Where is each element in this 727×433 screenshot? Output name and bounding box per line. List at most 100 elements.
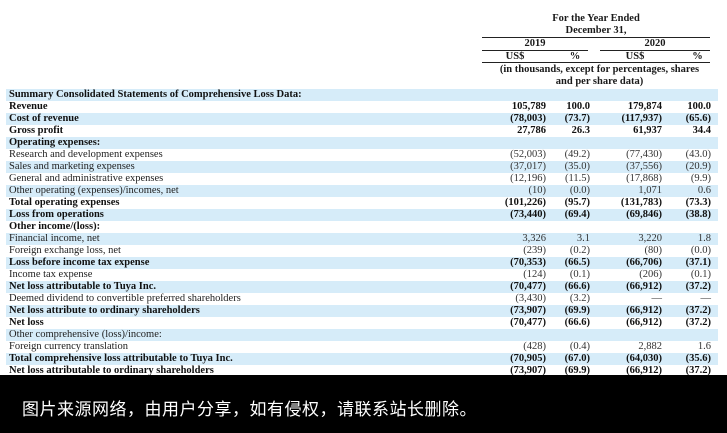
- value-2019-usd: (70,477): [510, 317, 546, 328]
- table-row: Net loss attributable to Tuya Inc. (70,47…: [0, 281, 727, 293]
- col-usd-2019-header: US$: [505, 51, 525, 62]
- value-2020-pct: 0.6: [697, 185, 711, 196]
- value-2020-usd: (80): [644, 245, 663, 256]
- row-band: [6, 125, 718, 137]
- value-2020-usd: 179,874: [627, 101, 662, 112]
- value-2020-usd: (131,783): [620, 197, 662, 208]
- value-2019-pct: (0.1): [569, 269, 590, 280]
- table-row: Other operating (expenses)/incomes, net (…: [0, 185, 727, 197]
- value-2019-usd: (52,003): [510, 149, 546, 160]
- statement-table: Summary Consolidated Statements of Compr…: [0, 89, 727, 375]
- value-2020-pct: 1.6: [697, 341, 711, 352]
- table-row: Loss from operations (73,440) (69.4) (69,84…: [0, 209, 727, 221]
- table-row: Sales and marketing expenses (37,017) (35.…: [0, 161, 727, 173]
- value-2019-pct: (0.4): [569, 341, 590, 352]
- row-band: [6, 185, 718, 197]
- row-label: Cost of revenue: [9, 113, 79, 124]
- row-label: Operating expenses:: [9, 137, 101, 148]
- table-row: Foreign exchange loss, net (239) (0.2) (80)…: [0, 245, 727, 257]
- row-band: [6, 101, 718, 113]
- value-2020-pct: 34.4: [692, 125, 711, 136]
- value-2019-usd: (73,440): [510, 209, 546, 220]
- value-2019-usd: (73,907): [510, 365, 546, 375]
- value-2019-pct: (3.2): [569, 293, 590, 304]
- value-2020-usd: —: [651, 293, 663, 304]
- value-2019-pct: (73.7): [564, 113, 590, 124]
- value-2019-usd: (70,905): [510, 353, 546, 364]
- table-row: Operating expenses:: [0, 137, 727, 149]
- row-band: [6, 161, 718, 173]
- row-label: Deemed dividend to convertible preferred…: [9, 293, 241, 304]
- value-2020-usd: (66,706): [626, 257, 662, 268]
- value-2020-pct: (73.3): [685, 197, 711, 208]
- value-2020-pct: (37.2): [685, 305, 711, 316]
- value-2019-pct: (66.5): [564, 257, 590, 268]
- watermark-text: 图片来源网络，由用户分享，如有侵权，请联系站长删除。: [22, 400, 477, 420]
- row-band: [6, 305, 718, 317]
- table-row: Net loss attribute to ordinary sharehold…: [0, 305, 727, 317]
- row-label: Net loss attributable to ordinary shareh…: [9, 365, 214, 375]
- row-label: Net loss attributable to Tuya Inc.: [9, 281, 157, 292]
- table-row: Gross profit 27,786 26.3 61,937 34.4: [0, 125, 727, 137]
- row-band: [6, 137, 718, 149]
- value-2020-pct: (37.2): [685, 365, 711, 375]
- value-2020-usd: (117,937): [621, 113, 662, 124]
- value-2020-usd: (37,556): [626, 161, 662, 172]
- value-2020-pct: (35.6): [685, 353, 711, 364]
- table-row: Cost of revenue (78,003) (73.7) (117,937) (6…: [0, 113, 727, 125]
- row-label: Revenue: [9, 101, 48, 112]
- row-label: Gross profit: [9, 125, 64, 136]
- row-band: [6, 221, 718, 233]
- value-2019-pct: (66.6): [564, 281, 590, 292]
- value-2020-pct: (0.0): [690, 245, 711, 256]
- table-row: Total operating expenses (101,226) (95.7) (…: [0, 197, 727, 209]
- row-label: Financial income, net: [9, 233, 100, 244]
- col-usd-2020-header: US$: [625, 51, 645, 62]
- period-header-line1: For the Year Ended: [552, 13, 640, 24]
- value-2020-pct: (0.1): [690, 269, 711, 280]
- year-2020-underline: [600, 50, 710, 51]
- value-2019-pct: 3.1: [576, 233, 590, 244]
- row-band: [6, 233, 718, 245]
- value-2019-pct: 26.3: [571, 125, 590, 136]
- table-row: Foreign currency translation (428) (0.4) 2,…: [0, 341, 727, 353]
- value-2020-usd: (66,912): [626, 281, 662, 292]
- value-2019-usd: (12,196): [510, 173, 546, 184]
- value-2019-usd: 105,789: [511, 101, 546, 112]
- table-row: Other comprehensive (loss)/income:: [0, 329, 727, 341]
- row-band: [6, 89, 718, 101]
- row-label: Summary Consolidated Statements of Compr…: [9, 89, 302, 100]
- row-band: [6, 353, 718, 365]
- table-row: Financial income, net 3,326 3.1 3,220 1.8: [0, 233, 727, 245]
- value-2019-usd: (78,003): [510, 113, 546, 124]
- units-note-line1: (in thousands, except for percentages, s…: [499, 64, 700, 75]
- row-band: [6, 317, 718, 329]
- row-label: Loss from operations: [9, 209, 104, 220]
- value-2020-usd: 1,071: [638, 185, 662, 196]
- value-2020-usd: (66,912): [626, 317, 662, 328]
- value-2019-usd: (101,226): [504, 197, 546, 208]
- value-2019-usd: (70,477): [510, 281, 546, 292]
- period-header-line2: December 31,: [565, 25, 627, 36]
- table-row: Deemed dividend to convertible preferred…: [0, 293, 727, 305]
- row-label: Net loss: [9, 317, 44, 328]
- value-2020-usd: (206): [639, 269, 662, 280]
- value-2020-pct: (37.1): [685, 257, 711, 268]
- value-2020-usd: (64,030): [626, 353, 662, 364]
- value-2020-usd: (69,846): [626, 209, 662, 220]
- period-underline: [482, 37, 710, 38]
- value-2019-usd: (3,430): [515, 293, 546, 304]
- value-2020-pct: (9.9): [690, 173, 711, 184]
- value-2020-usd: (66,912): [626, 305, 662, 316]
- col-pct-2020-header: %: [692, 51, 703, 62]
- row-label: Total comprehensive loss attributable to…: [9, 353, 233, 364]
- table-row: Loss before income tax expense (70,353) (6…: [0, 257, 727, 269]
- value-2020-pct: —: [700, 293, 712, 304]
- row-band: [6, 257, 718, 269]
- row-label: Other comprehensive (loss)/income:: [9, 329, 162, 340]
- value-2020-usd: 61,937: [633, 125, 662, 136]
- value-2019-usd: (124): [523, 269, 546, 280]
- table-row: Revenue 105,789 100.0 179,874 100.0: [0, 101, 727, 113]
- row-label: Sales and marketing expenses: [9, 161, 135, 172]
- table-row: General and administrative expenses (12,1…: [0, 173, 727, 185]
